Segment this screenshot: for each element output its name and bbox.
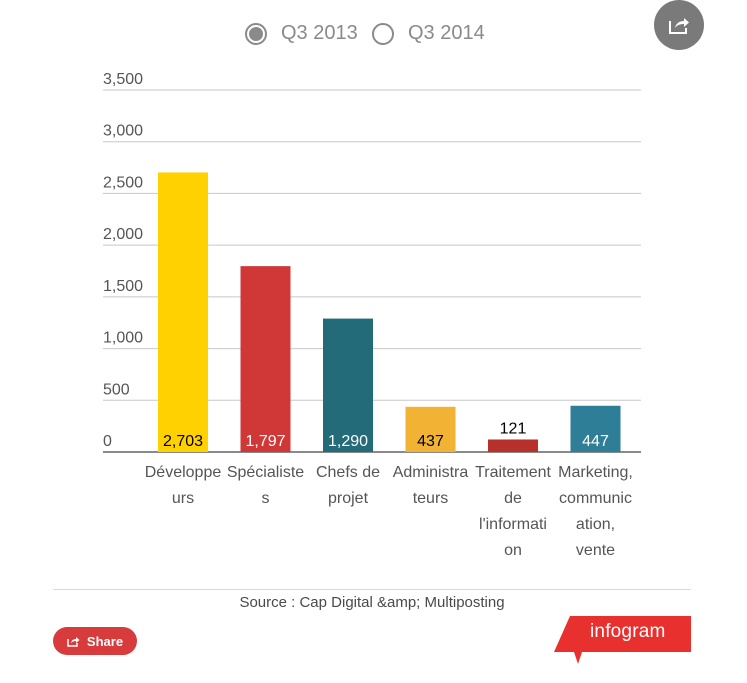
x-tick-label: on <box>504 542 522 559</box>
x-tick-label: projet <box>328 490 369 507</box>
x-tick-label: communic <box>559 490 632 507</box>
share-icon <box>67 637 80 647</box>
infogram-badge-shape <box>554 616 691 664</box>
x-tick-label: Marketing, <box>558 464 633 481</box>
bar <box>240 266 291 452</box>
x-tick-label: Traitement <box>475 464 551 481</box>
bar-chart: 0 500 1,000 1,500 2,000 2,500 3,000 3,500 2,703 D… <box>103 71 641 559</box>
x-tick-label: l'informati <box>479 516 547 533</box>
source-text: Source : Cap Digital &amp; Multiposting <box>239 594 505 611</box>
x-tick-label: Spécialiste <box>227 464 304 481</box>
x-tick-label: de <box>504 490 522 507</box>
data-label: 1,797 <box>245 433 285 450</box>
x-tick-label: Développe <box>145 464 222 481</box>
y-tick-label: 2,000 <box>103 226 143 243</box>
radio-label-q3-2014: Q3 2014 <box>408 22 485 44</box>
share-button[interactable]: Share <box>53 627 137 655</box>
radio-label-q3-2013: Q3 2013 <box>281 22 358 44</box>
bar <box>323 318 373 452</box>
share-icon <box>669 18 689 34</box>
data-label: 1,290 <box>328 433 368 450</box>
radio-unselected-icon <box>372 22 394 45</box>
y-tick-label: 2,500 <box>103 174 143 191</box>
bar <box>158 172 208 453</box>
data-label: 2,703 <box>163 433 203 450</box>
x-tick-label: ation, <box>576 516 615 533</box>
y-tick-label: 3,000 <box>103 123 143 140</box>
x-tick-label: s <box>262 490 270 507</box>
y-tick-label: 1,500 <box>103 278 143 295</box>
share-button-label: Share <box>86 633 124 649</box>
data-label: 447 <box>582 433 609 450</box>
y-tick-label: 0 <box>103 433 112 450</box>
radio-selected-icon <box>245 22 267 45</box>
x-tick-label: vente <box>576 542 615 559</box>
infogram-brand-text: infogram <box>590 621 666 642</box>
bar <box>570 405 621 452</box>
data-label: 121 <box>500 420 527 437</box>
y-tick-label: 3,500 <box>103 71 143 88</box>
y-tick-label: 1,000 <box>103 330 143 347</box>
y-tick-label: 500 <box>103 381 130 398</box>
bar <box>488 439 538 452</box>
bar <box>405 406 456 452</box>
x-tick-label: Administra <box>393 464 469 481</box>
infogram-logo[interactable]: infogram <box>552 614 692 666</box>
x-tick-label: urs <box>172 490 194 507</box>
data-label: 437 <box>417 433 444 450</box>
radio-q3-2013[interactable]: Q3 2013 <box>245 22 358 45</box>
source-divider <box>53 589 691 590</box>
share-fab-button[interactable] <box>654 0 704 50</box>
x-tick-label: teurs <box>413 490 449 507</box>
period-toggle: Q3 2013 Q3 2014 <box>0 22 747 54</box>
x-tick-label: Chefs de <box>316 464 380 481</box>
radio-q3-2014[interactable]: Q3 2014 <box>372 22 485 45</box>
